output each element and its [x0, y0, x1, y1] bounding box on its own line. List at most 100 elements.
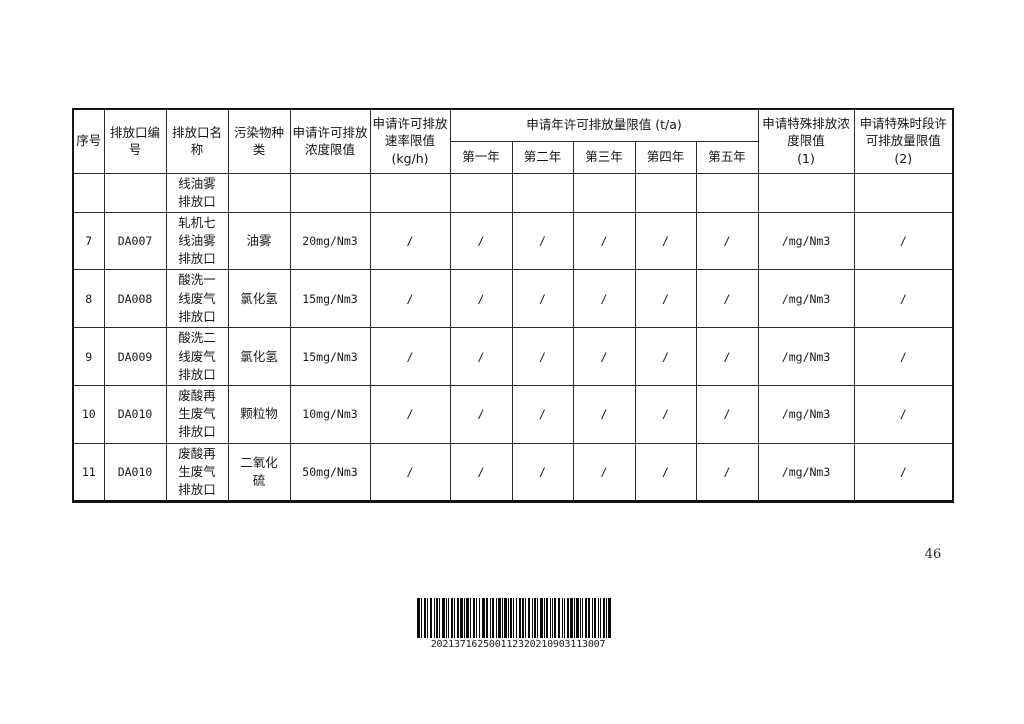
cell-year-2: / — [511, 269, 574, 329]
cell-special-conc: /mg/Nm3 — [757, 327, 855, 387]
header-seq: 序号 — [72, 108, 105, 174]
cell-year-5 — [695, 172, 759, 213]
table-row: 7 DA007 轧机七 线油雾 排放口 油雾 20mg/Nm3 / / / / … — [72, 211, 954, 271]
cell-conc-limit: 20mg/Nm3 — [289, 211, 371, 271]
cell-special-conc: /mg/Nm3 — [757, 385, 855, 444]
cell-seq: 7 — [72, 211, 105, 271]
table-row: 9 DA009 酸洗二 线废气 排放口 氯化氢 15mg/Nm3 / / / /… — [72, 327, 954, 387]
header-outlet-name: 排放口名 称 — [165, 108, 229, 174]
cell-seq: 8 — [72, 269, 105, 329]
cell-year-5: / — [695, 442, 759, 502]
cell-year-2: / — [511, 327, 574, 387]
table-row: 10 DA010 废酸再 生废气 排放口 颗粒物 10mg/Nm3 / / / … — [72, 385, 954, 444]
cell-rate-limit: / — [369, 385, 451, 444]
cell-year-1: / — [449, 211, 513, 271]
cell-rate-limit: / — [369, 211, 451, 271]
cell-outlet-name: 废酸再 生废气 排放口 — [165, 442, 229, 502]
cell-year-1: / — [449, 385, 513, 444]
cell-special-conc: /mg/Nm3 — [757, 442, 855, 502]
cell-conc-limit: 15mg/Nm3 — [289, 269, 371, 329]
cell-pollutant: 油雾 — [227, 211, 291, 271]
cell-special-conc: /mg/Nm3 — [757, 211, 855, 271]
cell-conc-limit: 15mg/Nm3 — [289, 327, 371, 387]
cell-year-2 — [511, 172, 574, 213]
cell-seq: 10 — [72, 385, 105, 444]
header-year-2: 第二年 — [511, 140, 574, 174]
cell-year-4: / — [634, 327, 697, 387]
barcode-number: 202137162500112320210903113007 — [430, 639, 606, 650]
cell-outlet-code: DA010 — [103, 385, 167, 444]
cell-pollutant: 氯化氢 — [227, 327, 291, 387]
cell-pollutant: 颗粒物 — [227, 385, 291, 444]
page-number: 46 — [924, 547, 942, 562]
header-conc-limit: 申请许可排放 浓度限值 — [289, 108, 371, 174]
cell-rate-limit: / — [369, 269, 451, 329]
cell-outlet-name: 轧机七 线油雾 排放口 — [165, 211, 229, 271]
cell-pollutant — [227, 172, 291, 213]
table-row: 8 DA008 酸洗一 线废气 排放口 氯化氢 15mg/Nm3 / / / /… — [72, 269, 954, 329]
cell-year-4: / — [634, 269, 697, 329]
cell-outlet-code: DA008 — [103, 269, 167, 329]
cell-conc-limit — [289, 172, 371, 213]
cell-year-2: / — [511, 385, 574, 444]
cell-year-4: / — [634, 211, 697, 271]
header-year-5: 第五年 — [695, 140, 759, 174]
cell-seq — [72, 172, 105, 213]
cell-rate-limit — [369, 172, 451, 213]
cell-year-3: / — [572, 442, 636, 502]
header-row-years: 第一年 第二年 第三年 第四年 第五年 — [73, 140, 953, 174]
cell-year-1: / — [449, 442, 513, 502]
cell-year-4: / — [634, 385, 697, 444]
cell-year-3: / — [572, 269, 636, 329]
header-annual-group: 申请年许可排放量限值 (t/a) — [449, 108, 759, 142]
cell-outlet-name: 废酸再 生废气 排放口 — [165, 385, 229, 444]
cell-year-4: / — [634, 442, 697, 502]
cell-year-3 — [572, 172, 636, 213]
header-row-top: 序号 排放口编 号 排放口名 称 污染物种 类 申请许可排放 浓度限值 申请许可… — [72, 108, 954, 174]
cell-special-period — [853, 172, 954, 213]
cell-seq: 11 — [72, 442, 105, 502]
cell-year-5: / — [695, 269, 759, 329]
cell-outlet-code: DA009 — [103, 327, 167, 387]
cell-year-3: / — [572, 211, 636, 271]
cell-year-1: / — [449, 327, 513, 387]
cell-outlet-name: 线油雾 排放口 — [165, 172, 229, 213]
cell-outlet-code — [103, 172, 167, 213]
cell-rate-limit: / — [369, 327, 451, 387]
cell-conc-limit: 10mg/Nm3 — [289, 385, 371, 444]
cell-year-3: / — [572, 385, 636, 444]
header-pollutant-type: 污染物种 类 — [227, 108, 291, 174]
cell-special-period: / — [853, 327, 954, 387]
permit-table: 序号 排放口编 号 排放口名 称 污染物种 类 申请许可排放 浓度限值 申请许可… — [72, 108, 955, 503]
cell-rate-limit: / — [369, 442, 451, 502]
header-year-3: 第三年 — [572, 140, 636, 174]
header-year-4: 第四年 — [634, 140, 697, 174]
header-rate-limit: 申请许可排放 速率限值 (kg/h) — [369, 108, 451, 174]
cell-special-conc — [757, 172, 855, 213]
cell-outlet-name: 酸洗二 线废气 排放口 — [165, 327, 229, 387]
cell-seq: 9 — [72, 327, 105, 387]
header-special-conc: 申请特殊排放浓 度限值 (1) — [757, 108, 855, 174]
cell-outlet-code: DA007 — [103, 211, 167, 271]
cell-year-2: / — [511, 442, 574, 502]
cell-year-1: / — [449, 269, 513, 329]
cell-special-conc: /mg/Nm3 — [757, 269, 855, 329]
cell-year-4 — [634, 172, 697, 213]
cell-special-period: / — [853, 269, 954, 329]
cell-year-1 — [449, 172, 513, 213]
cell-year-3: / — [572, 327, 636, 387]
cell-outlet-code: DA010 — [103, 442, 167, 502]
table-row: 11 DA010 废酸再 生废气 排放口 二氧化 硫 50mg/Nm3 / / … — [72, 442, 954, 502]
cell-year-5: / — [695, 327, 759, 387]
cell-special-period: / — [853, 211, 954, 271]
cell-year-5: / — [695, 385, 759, 444]
cell-year-5: / — [695, 211, 759, 271]
cell-outlet-name: 酸洗一 线废气 排放口 — [165, 269, 229, 329]
cell-year-2: / — [511, 211, 574, 271]
cell-pollutant: 二氧化 硫 — [227, 442, 291, 502]
header-special-period: 申请特殊时段许 可排放量限值 (2) — [853, 108, 954, 174]
barcode: 202137162500112320210903113007 — [417, 598, 619, 650]
barcode-bars — [417, 598, 619, 638]
cell-conc-limit: 50mg/Nm3 — [289, 442, 371, 502]
